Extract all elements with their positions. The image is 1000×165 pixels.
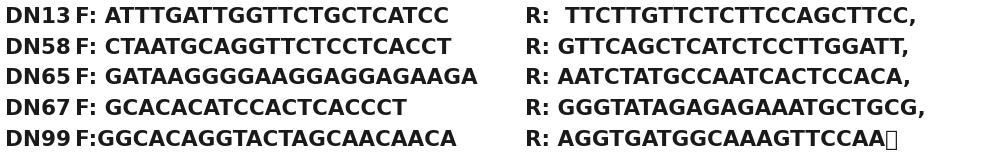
- Text: F: GATAAGGGGAAGGAGGAGAAGA: F: GATAAGGGGAAGGAGGAGAAGA: [75, 68, 478, 88]
- Text: R:  TTCTTGTTCTCTTCCAGCTTCC,: R: TTCTTGTTCTCTTCCAGCTTCC,: [525, 7, 917, 27]
- Text: DN99: DN99: [5, 130, 71, 149]
- Text: R: GGGTATAGAGAGAAATGCTGCG,: R: GGGTATAGAGAGAAATGCTGCG,: [525, 99, 926, 119]
- Text: DN67: DN67: [5, 99, 71, 119]
- Text: F: GCACACATCCACTCACCCT: F: GCACACATCCACTCACCCT: [75, 99, 407, 119]
- Text: R: AGGTGATGGCAAAGTTCCAA。: R: AGGTGATGGCAAAGTTCCAA。: [525, 130, 898, 149]
- Text: F: CTAATGCAGGTTCTCCTCACCT: F: CTAATGCAGGTTCTCCTCACCT: [75, 38, 452, 58]
- Text: R: AATCTATGCCAATCACTCCACA,: R: AATCTATGCCAATCACTCCACA,: [525, 68, 911, 88]
- Text: F:GGCACAGGTACTAGCAACAACA: F:GGCACAGGTACTAGCAACAACA: [75, 130, 457, 149]
- Text: R: GTTCAGCTCATCTCCTTGGATT,: R: GTTCAGCTCATCTCCTTGGATT,: [525, 38, 909, 58]
- Text: DN13: DN13: [5, 7, 71, 27]
- Text: DN58: DN58: [5, 38, 71, 58]
- Text: F: ATTTGATTGGTTCTGCTCATCC: F: ATTTGATTGGTTCTGCTCATCC: [75, 7, 449, 27]
- Text: DN65: DN65: [5, 68, 71, 88]
